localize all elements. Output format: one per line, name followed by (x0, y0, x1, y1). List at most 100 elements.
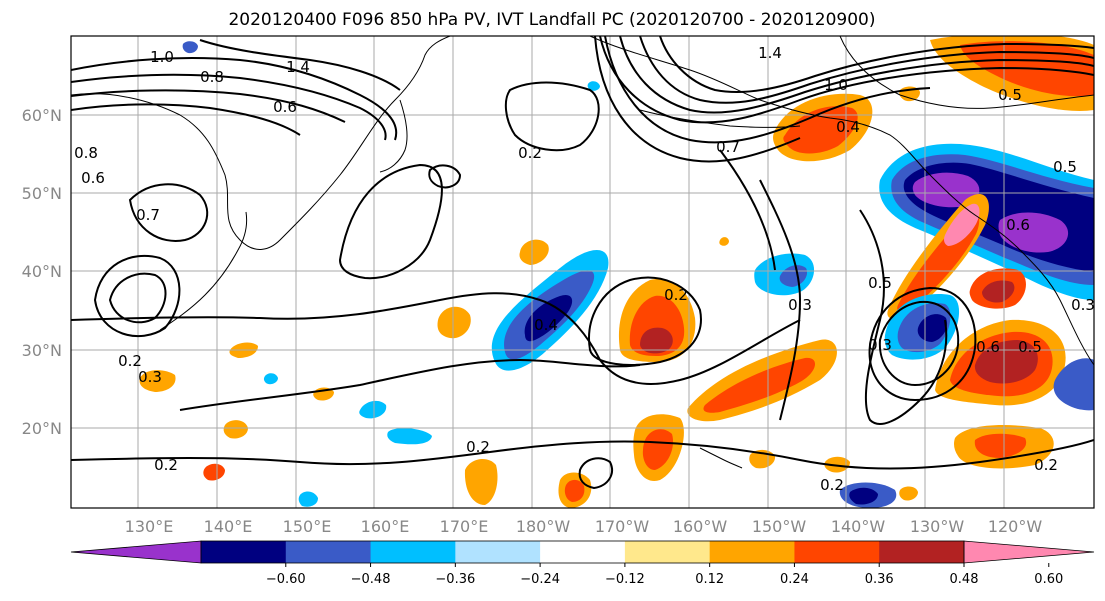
colorbar-tick-label: 0.60 (1034, 572, 1063, 587)
colorbar-frame (200, 540, 965, 564)
colorbar-segment (794, 541, 880, 563)
contour-label: 0.2 (1034, 456, 1058, 474)
contour-east-2 (719, 149, 776, 271)
gridlines (71, 36, 1094, 508)
contour-labels: 1.00.81.40.60.2 0.71.41.00.40.80.60.50.30… (74, 44, 1094, 494)
contour-label: 0.6 (81, 169, 105, 187)
pc-shading (139, 36, 1094, 508)
colorbar-tick-label: −0.36 (435, 572, 475, 587)
colorbar-tick-label: 0.48 (950, 572, 979, 587)
pv-contours (71, 36, 1094, 490)
contour-nw-5 (199, 39, 401, 91)
shade-pos-e-1-inner (974, 433, 1027, 458)
contour-jet-2 (619, 36, 1094, 114)
contour-label: 0.4 (534, 316, 558, 334)
lon-label: 170°E (440, 517, 489, 536)
contour-nw-2 (71, 73, 387, 141)
map-frame (70, 35, 1095, 509)
lon-label: 170°W (595, 517, 650, 536)
colorbar-extend-min (70, 540, 202, 564)
lon-label: 130°E (125, 517, 174, 536)
contour-label: 0.3 (788, 296, 812, 314)
lon-labels: 130°E 140°E 150°E 160°E 170°E 180°W 170°W 160°W… (125, 517, 1043, 536)
lon-label: 160°E (361, 517, 410, 536)
colorbar-segment (455, 541, 541, 563)
shade-neg-ne-purple-2 (998, 212, 1069, 253)
colorbar-tick-label: 0.36 (865, 572, 894, 587)
colorbar-extend-max (963, 540, 1095, 564)
shade-pos-coast-pink (944, 203, 980, 246)
contour-label: 0.2 (664, 286, 688, 304)
contour-label: 0.3 (868, 336, 892, 354)
lat-label: 30°N (22, 341, 62, 360)
coast-hawaii (699, 447, 743, 469)
contour-label: 0.8 (74, 144, 98, 162)
coast-japan (159, 211, 248, 331)
contour-label: 0.5 (998, 86, 1022, 104)
lon-label: 180°W (516, 517, 571, 536)
contour-label: 0.3 (138, 368, 162, 386)
shade-pos-goa-inner (783, 106, 858, 154)
contour-label: 0.2 (466, 438, 490, 456)
contour-label: 0.6 (1006, 216, 1030, 234)
contour-jet-4 (659, 36, 1094, 93)
colorbar-segment (370, 541, 456, 563)
shade-neg-s-1-inner (849, 487, 878, 505)
contour-label: 0.5 (868, 274, 892, 292)
contour-label: 0.6 (976, 338, 1000, 356)
lon-label: 150°E (283, 517, 332, 536)
shade-pos-sw-3 (139, 370, 176, 392)
shade-neg-ne-purple-1 (912, 172, 980, 208)
lon-label: 140°W (831, 517, 886, 536)
colorbar-segment (201, 541, 287, 563)
shade-pos-sw-2 (203, 463, 225, 481)
shade-pos-s-5 (824, 456, 850, 473)
contour-label: 0.7 (716, 138, 740, 156)
shade-neg-nw-1 (182, 41, 198, 54)
shade-neg-sw-1 (359, 400, 387, 419)
shade-neg-nw-2 (587, 81, 600, 91)
contour-label: 1.0 (150, 48, 174, 66)
contour-nw-cluster-3 (128, 183, 209, 242)
colorbar-segment (285, 541, 372, 563)
figure-title: 2020120400 F096 850 hPa PV, IVT Landfall… (228, 10, 875, 30)
lat-label: 40°N (22, 262, 62, 281)
contour-label: 0.5 (1018, 338, 1042, 356)
contour-jet-3 (639, 36, 1094, 104)
contour-subtrop-1 (71, 292, 801, 385)
contour-label: 0.2 (154, 456, 178, 474)
shade-neg-misc-3 (298, 491, 318, 507)
lat-label: 20°N (22, 419, 62, 438)
contour-label: 1.4 (758, 44, 782, 62)
shade-pos-band-inner (703, 357, 816, 413)
contour-trough-2 (878, 300, 960, 387)
lat-label: 50°N (22, 184, 62, 203)
shade-pos-misc-2 (719, 237, 729, 246)
colorbar: −0.60 −0.48 −0.36 −0.24 −0.12 0.12 0.24 0.36 0.4… (70, 540, 1095, 587)
contour-mid-ellipse (588, 276, 702, 366)
contour-label: 0.2 (518, 144, 542, 162)
colorbar-segment (624, 541, 711, 563)
contour-jet-1 (599, 36, 1094, 124)
colorbar-tick-label: 0.12 (695, 572, 724, 587)
contour-subtrop-3 (179, 358, 641, 411)
colorbar-tick-label: −0.60 (266, 572, 306, 587)
shade-neg-sw-coast (1053, 358, 1094, 411)
colorbar-segment (709, 541, 795, 563)
lon-label: 140°E (204, 517, 253, 536)
shade-neg-misc-1 (263, 373, 278, 385)
map-panel: 1.00.81.40.60.2 0.71.41.00.40.80.60.50.30… (70, 35, 1095, 509)
lon-label: 120°W (988, 517, 1043, 536)
shade-pos-s-3 (464, 458, 498, 505)
contour-east-1 (759, 179, 802, 421)
shade-pos-se-inner (974, 340, 1038, 384)
coast-asia (71, 36, 451, 250)
lat-labels: 60°N 50°N 40°N 30°N 20°N (22, 106, 62, 438)
contour-label: 0.2 (820, 476, 844, 494)
contour-label: 0.2 (118, 352, 142, 370)
colorbar-segment (540, 541, 626, 563)
coast-alaska (589, 36, 1094, 366)
contour-small-2 (428, 164, 462, 189)
lon-label: 130°W (910, 517, 965, 536)
